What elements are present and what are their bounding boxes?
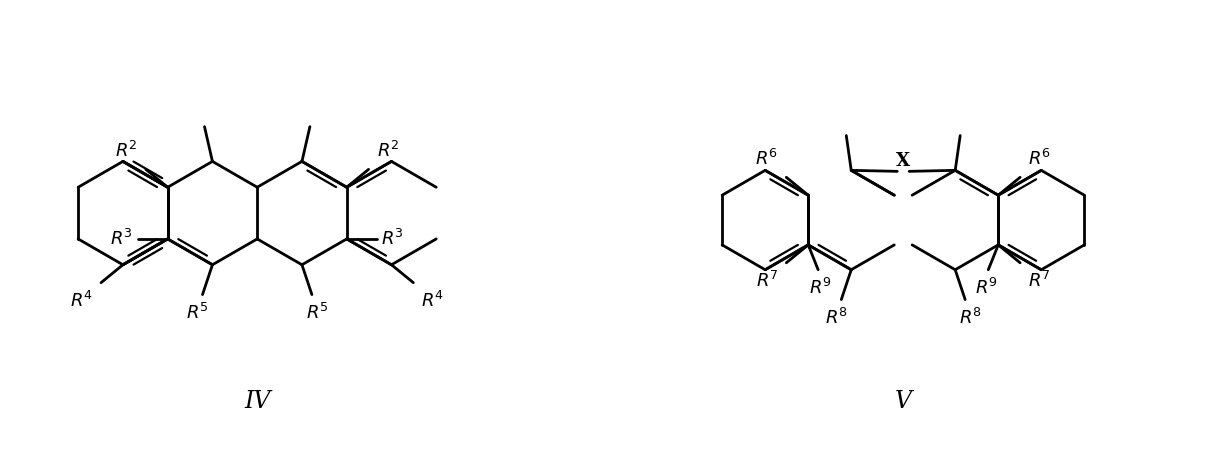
Text: $\mathit{R}^9$: $\mathit{R}^9$ [809,278,832,298]
Text: $\mathit{R}^8$: $\mathit{R}^8$ [825,308,848,328]
Text: X: X [896,152,911,170]
Text: $\mathit{R}^7$: $\mathit{R}^7$ [1029,271,1051,291]
Text: V: V [895,390,912,414]
Text: $\mathit{R}^8$: $\mathit{R}^8$ [959,308,982,328]
Text: $\mathit{R}^2$: $\mathit{R}^2$ [116,142,138,162]
Text: $\mathit{R}^3$: $\mathit{R}^3$ [381,229,404,249]
Text: $\mathit{R}^4$: $\mathit{R}^4$ [70,291,93,311]
Text: $\mathit{R}^6$: $\mathit{R}^6$ [756,149,778,169]
Text: $\mathit{R}^7$: $\mathit{R}^7$ [756,271,778,291]
Text: $\mathit{R}^3$: $\mathit{R}^3$ [111,229,133,249]
Text: $\mathit{R}^6$: $\mathit{R}^6$ [1029,149,1051,169]
Text: IV: IV [245,390,270,414]
Text: $\mathit{R}^5$: $\mathit{R}^5$ [186,303,209,323]
Text: $\mathit{R}^4$: $\mathit{R}^4$ [422,291,445,311]
Text: $\mathit{R}^5$: $\mathit{R}^5$ [306,303,328,323]
Text: $\mathit{R}^9$: $\mathit{R}^9$ [975,278,998,298]
Text: $\mathit{R}^2$: $\mathit{R}^2$ [376,142,399,162]
